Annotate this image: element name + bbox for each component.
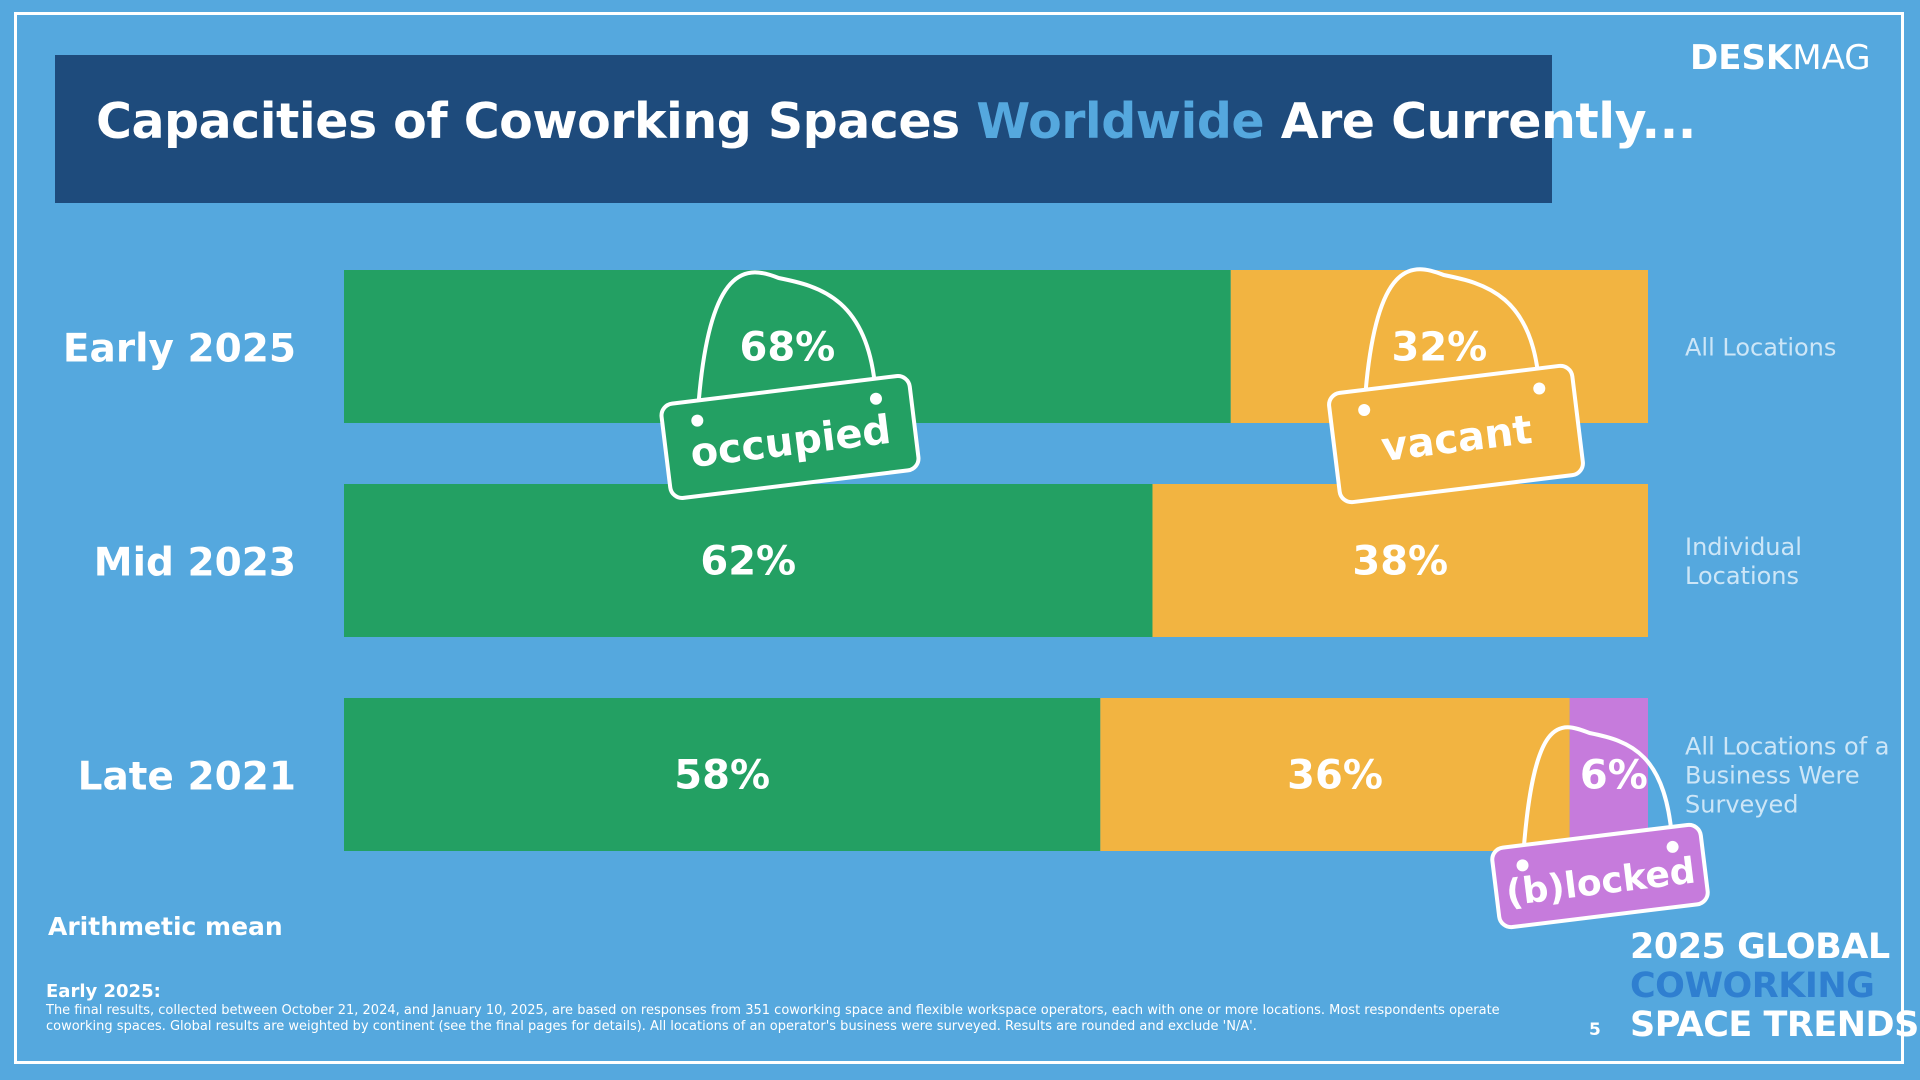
value-label-early-2025-vacant: 32% bbox=[1391, 325, 1487, 371]
tag-string bbox=[695, 270, 878, 423]
row-note-late-2021: All Locations of a Business Were Surveyed bbox=[1685, 733, 1890, 819]
row-note-mid-2023: Individual Locations bbox=[1685, 533, 1802, 590]
tag-string bbox=[1362, 267, 1542, 413]
bar-mid-2023-occupied bbox=[344, 484, 1153, 637]
hanging-tags-layer: occupied vacant (b)locked bbox=[659, 267, 1710, 930]
tag-b-locked: (b)locked bbox=[1490, 725, 1710, 930]
page-number: 5 bbox=[1589, 1020, 1601, 1040]
tag-hole bbox=[1516, 859, 1529, 872]
tag-occupied: occupied bbox=[659, 270, 921, 501]
tag-hole bbox=[1666, 840, 1679, 853]
tag-hole bbox=[1533, 382, 1546, 395]
footnote-text: The final results, collected between Oct… bbox=[46, 1003, 1500, 1034]
tag-hole bbox=[691, 414, 704, 427]
footnote: Early 2025: The final results, collected… bbox=[46, 981, 1546, 1035]
category-label-mid-2023: Mid 2023 bbox=[94, 541, 296, 586]
bar-late-2021-b-locked bbox=[1569, 698, 1648, 851]
chart-title: Capacities of Coworking Spaces Worldwide… bbox=[96, 93, 1696, 150]
value-label-early-2025-occupied: 68% bbox=[739, 325, 835, 371]
tag-vacant: vacant bbox=[1327, 267, 1585, 505]
report-title: 2025 GLOBAL COWORKING SPACE TRENDS bbox=[1630, 928, 1919, 1045]
footnote-heading: Early 2025: bbox=[46, 981, 161, 1002]
value-label-late-2021-occupied: 58% bbox=[674, 753, 770, 799]
report-title-line2: COWORKING bbox=[1630, 966, 1875, 1006]
tag-sign bbox=[659, 373, 921, 501]
category-label-early-2025: Early 2025 bbox=[63, 327, 296, 372]
value-label-mid-2023-occupied: 62% bbox=[700, 539, 796, 585]
title-highlight: Worldwide bbox=[976, 93, 1265, 150]
tag-hole bbox=[1358, 404, 1371, 417]
row-note-early-2025: All Locations bbox=[1685, 334, 1836, 362]
bar-late-2021-occupied bbox=[344, 698, 1101, 851]
category-label-late-2021: Late 2021 bbox=[78, 755, 296, 800]
tag-hole bbox=[869, 392, 882, 405]
report-title-line1: 2025 GLOBAL bbox=[1630, 927, 1890, 967]
value-label-mid-2023-vacant: 38% bbox=[1352, 539, 1448, 585]
brand-logo: DESKMAG bbox=[1690, 38, 1871, 78]
title-banner bbox=[55, 55, 1552, 203]
value-label-late-2021-vacant: 36% bbox=[1287, 753, 1383, 799]
bar-late-2021-vacant bbox=[1100, 698, 1570, 851]
value-label-late-2021-b-locked: 6% bbox=[1580, 753, 1648, 799]
bars-layer: Early 2025 68% 32% All Locations Mid 2023 62%… bbox=[63, 270, 1890, 851]
bar-mid-2023-vacant bbox=[1152, 484, 1648, 637]
tag-sign bbox=[1327, 363, 1585, 505]
tag-string bbox=[1520, 725, 1675, 868]
chart-note: Arithmetic mean bbox=[48, 912, 283, 941]
tag-sign bbox=[1490, 822, 1710, 930]
report-title-line3: SPACE TRENDS bbox=[1630, 1005, 1919, 1045]
